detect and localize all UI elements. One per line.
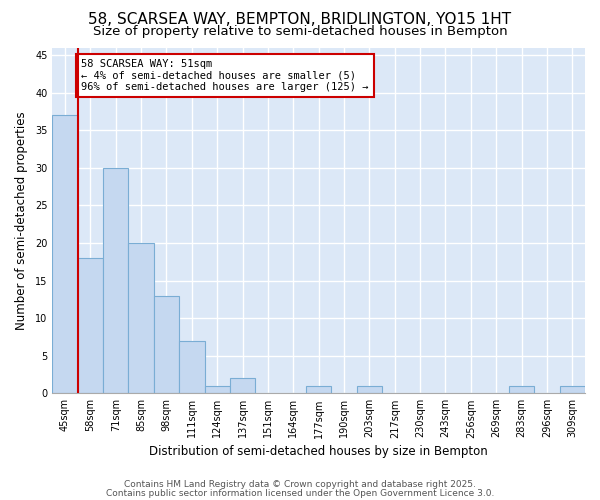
Text: Contains HM Land Registry data © Crown copyright and database right 2025.: Contains HM Land Registry data © Crown c… <box>124 480 476 489</box>
Bar <box>509 386 534 394</box>
Bar <box>306 386 331 394</box>
Bar <box>205 386 230 394</box>
Text: Contains public sector information licensed under the Open Government Licence 3.: Contains public sector information licen… <box>106 488 494 498</box>
Bar <box>179 340 205 394</box>
Y-axis label: Number of semi-detached properties: Number of semi-detached properties <box>15 111 28 330</box>
Bar <box>230 378 255 394</box>
Text: 58, SCARSEA WAY, BEMPTON, BRIDLINGTON, YO15 1HT: 58, SCARSEA WAY, BEMPTON, BRIDLINGTON, Y… <box>88 12 512 28</box>
Bar <box>154 296 179 394</box>
Bar <box>357 386 382 394</box>
Text: Size of property relative to semi-detached houses in Bempton: Size of property relative to semi-detach… <box>92 25 508 38</box>
Bar <box>128 243 154 394</box>
X-axis label: Distribution of semi-detached houses by size in Bempton: Distribution of semi-detached houses by … <box>149 444 488 458</box>
Bar <box>77 258 103 394</box>
Text: 58 SCARSEA WAY: 51sqm
← 4% of semi-detached houses are smaller (5)
96% of semi-d: 58 SCARSEA WAY: 51sqm ← 4% of semi-detac… <box>82 59 369 92</box>
Bar <box>560 386 585 394</box>
Bar <box>103 168 128 394</box>
Bar <box>52 115 77 394</box>
